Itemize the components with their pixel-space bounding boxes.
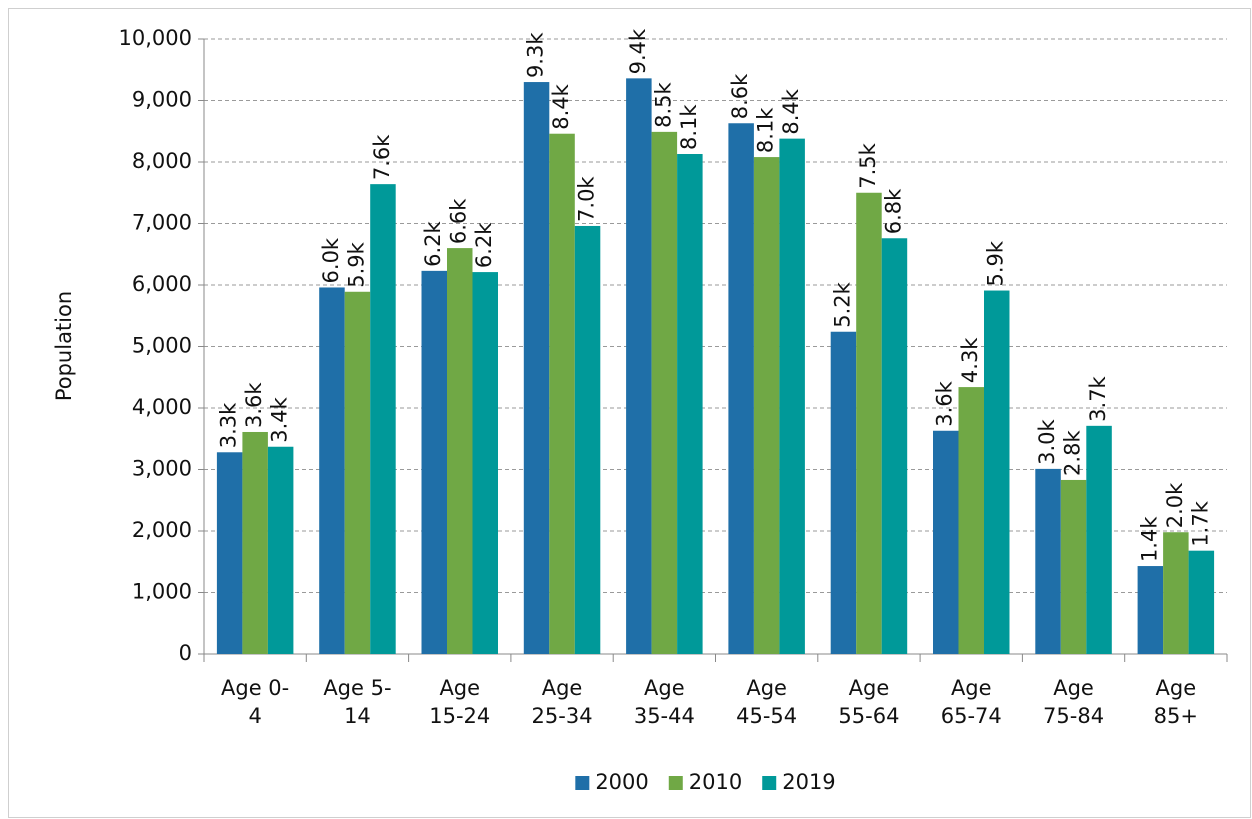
bar	[472, 272, 498, 654]
y-tick-label: 2,000	[132, 518, 192, 542]
chart-border	[8, 8, 1251, 818]
bar	[856, 192, 882, 654]
y-tick-label: 4,000	[132, 395, 192, 419]
y-tick-label: 1,000	[132, 580, 192, 604]
value-label: 5.9k	[344, 241, 368, 287]
value-label: 8.1k	[677, 104, 701, 150]
bar	[1060, 479, 1087, 654]
bar	[728, 123, 754, 654]
bar	[242, 431, 268, 654]
bar	[523, 82, 550, 655]
value-label: 3.0k	[1035, 418, 1059, 464]
value-label: 6.0k	[319, 237, 343, 283]
x-tick-label: Age 45-54	[736, 676, 798, 728]
value-label: 8.4k	[549, 83, 573, 129]
value-label: 6.2k	[472, 222, 496, 268]
bar	[370, 184, 396, 654]
bar	[1137, 566, 1164, 654]
value-label: 7.6k	[370, 134, 394, 180]
value-label: 8.4k	[779, 88, 803, 134]
y-axis-label: Population	[52, 291, 76, 401]
value-label: 3.7k	[1086, 375, 1110, 421]
legend-label: 2010	[689, 770, 742, 794]
value-label: 3.4k	[268, 396, 292, 442]
value-label: 8.5k	[651, 81, 675, 127]
x-tick-label: Age 15-24	[429, 676, 491, 728]
x-tick-label: Age 75-84	[1043, 676, 1105, 728]
bar	[1086, 425, 1112, 654]
value-label: 6.6k	[447, 198, 471, 244]
bar	[1163, 532, 1189, 654]
value-label: 8.1k	[754, 107, 778, 153]
y-tick-label: 10,000	[119, 26, 192, 50]
value-label: 7.0k	[575, 176, 599, 222]
y-tick-label: 7,000	[132, 211, 192, 235]
value-label: 1.7k	[1188, 500, 1212, 546]
x-tick-label: Age 5- 14	[323, 676, 392, 728]
bar	[677, 154, 703, 654]
y-tick-label: 3,000	[132, 457, 192, 481]
bar	[881, 238, 908, 654]
value-label: 8.6k	[728, 73, 752, 119]
value-label: 7.5k	[856, 142, 880, 188]
value-label: 5.2k	[830, 281, 854, 327]
bar	[626, 78, 652, 655]
y-tick-label: 8,000	[132, 149, 192, 173]
x-tick-label: Age 55-64	[838, 676, 900, 728]
x-tick-label: Age 35-44	[633, 676, 695, 728]
value-label: 5.9k	[984, 240, 1008, 286]
bar	[267, 446, 294, 654]
y-tick-label: 5,000	[132, 334, 192, 358]
legend-swatch	[668, 776, 683, 790]
value-label: 3.6k	[242, 382, 266, 428]
x-tick-label: Age 85+	[1153, 676, 1198, 728]
bar	[216, 452, 243, 654]
value-label: 3.3k	[217, 402, 241, 448]
value-label: 4.3k	[958, 337, 982, 383]
value-label: 9.4k	[626, 28, 650, 74]
bar	[344, 291, 371, 654]
bar	[651, 131, 678, 655]
bar	[830, 331, 857, 654]
bar	[1035, 468, 1061, 654]
y-tick-label: 9,000	[132, 88, 192, 112]
x-tick-label: Age 0- 4	[221, 676, 290, 728]
legend-swatch	[762, 776, 777, 790]
bar	[933, 430, 959, 654]
legend-swatch	[575, 776, 590, 790]
value-label: 2.0k	[1163, 482, 1187, 528]
bar	[421, 270, 447, 654]
value-label: 2.8k	[1061, 430, 1085, 476]
x-tick-label: Age 65-74	[940, 676, 1002, 728]
bar	[1188, 550, 1215, 654]
value-label: 6.2k	[421, 220, 445, 266]
y-tick-label: 6,000	[132, 272, 192, 296]
value-label: 6.8k	[881, 188, 905, 234]
bar	[447, 248, 473, 654]
bar	[753, 157, 780, 654]
bar	[779, 138, 805, 654]
value-label: 3.6k	[933, 380, 957, 426]
bar	[549, 133, 575, 654]
bar	[958, 387, 984, 654]
bar	[319, 287, 345, 654]
legend-label: 2019	[782, 770, 835, 794]
y-tick-label: 0	[179, 641, 192, 665]
legend-label: 2000	[595, 770, 648, 794]
value-label: 1.4k	[1137, 516, 1161, 562]
bar	[574, 225, 601, 654]
bar	[984, 290, 1010, 654]
x-tick-label: Age 25-34	[531, 676, 593, 728]
value-label: 9.3k	[524, 32, 548, 78]
